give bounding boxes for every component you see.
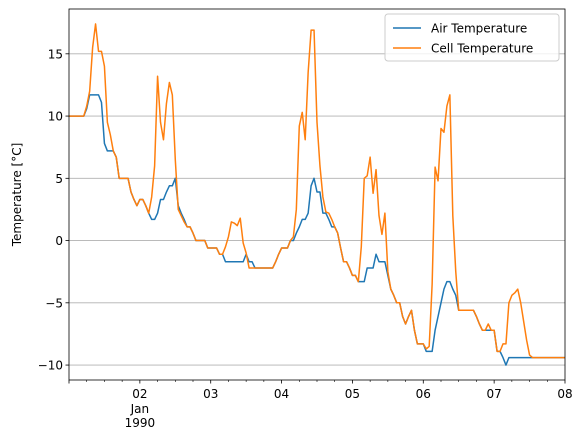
- legend-box: [384, 13, 560, 62]
- x-tick-sublabel: Jan: [130, 402, 150, 416]
- y-axis-ticks: −10 −5 0 5 10 15: [38, 47, 69, 373]
- x-tick-label: 08: [557, 387, 572, 401]
- series-line-cell-temperature: [69, 23, 565, 359]
- y-tick-label: 15: [48, 47, 63, 61]
- y-tick-label: 10: [48, 110, 63, 124]
- x-tick-label: 07: [487, 387, 502, 401]
- y-tick-label: 5: [55, 172, 63, 186]
- y-tick-label: −10: [38, 359, 63, 373]
- x-tick-label: 04: [274, 387, 289, 401]
- series-lines: [69, 23, 565, 366]
- x-tick-label: 06: [416, 387, 431, 401]
- x-tick-label: 03: [203, 387, 218, 401]
- x-tick-sublabel: 1990: [125, 416, 156, 430]
- y-tick-label: 0: [55, 234, 63, 248]
- x-tick-label: 05: [345, 387, 360, 401]
- y-axis-label: Temperature [°C]: [10, 143, 24, 248]
- legend: Air Temperature Cell Temperature: [384, 13, 560, 62]
- y-tick-label: −5: [45, 296, 63, 310]
- legend-label: Cell Temperature: [431, 42, 533, 56]
- legend-label: Air Temperature: [431, 22, 527, 36]
- x-tick-label: 02: [132, 387, 147, 401]
